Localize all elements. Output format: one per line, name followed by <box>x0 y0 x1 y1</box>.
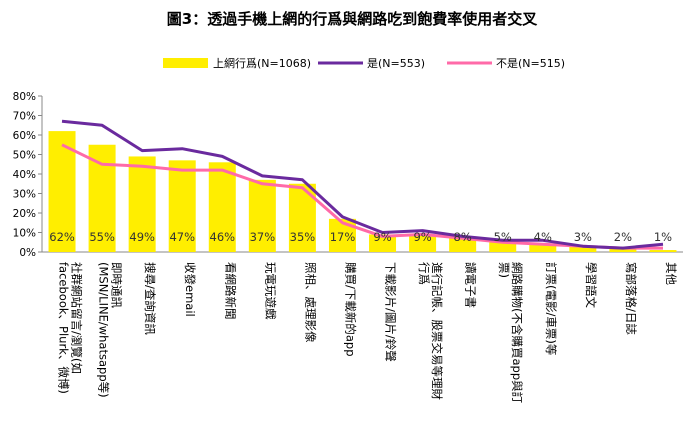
bar-value-label: 2% <box>614 230 632 244</box>
bar <box>168 160 196 252</box>
bar <box>88 144 116 252</box>
category-label: 看網路新聞 <box>223 262 237 320</box>
bar <box>48 131 76 252</box>
category-label-line: 看網路新聞 <box>223 262 237 320</box>
category-label-line: 寫部落格/日誌 <box>624 262 638 335</box>
legend-swatch-bar <box>163 58 208 68</box>
category-label-line: 進行記帳、股票交易等理財 <box>430 262 444 400</box>
category-label-line: (MSN/LINE/whatsapp等) <box>97 262 111 398</box>
bar <box>369 234 397 252</box>
category-label-line: 即時通訊 <box>110 262 124 308</box>
category-label-line: 收發email <box>183 262 197 317</box>
bar <box>649 250 677 252</box>
category-label-line: 讀電子書 <box>464 262 478 308</box>
bar-value-label: 35% <box>290 230 316 244</box>
bar-value-label: 46% <box>210 230 236 244</box>
bar-value-label: 3% <box>574 230 592 244</box>
category-label: 收發email <box>183 262 197 317</box>
category-label: 寫部落格/日誌 <box>624 262 638 335</box>
bar-value-label: 55% <box>89 230 115 244</box>
bar-value-label: 62% <box>49 230 75 244</box>
bar-value-label: 8% <box>454 230 472 244</box>
chart-title: 圖3：透過手機上網的行爲與網路吃到飽費率使用者交叉 <box>167 10 538 28</box>
category-label-line: 訂票(電影/車票)等 <box>544 262 558 355</box>
category-label-line: 玩電玩遊戲 <box>263 262 277 320</box>
bar <box>569 246 597 252</box>
legend-label-no: 不是(N=515) <box>496 57 565 70</box>
y-tick-label: 0% <box>19 247 36 259</box>
category-label: 搜尋/查詢資訊 <box>143 262 157 335</box>
category-label-line: 搜尋/查詢資訊 <box>143 262 157 335</box>
legend-label-yes: 是(N=553) <box>367 57 425 70</box>
category-label: 讀電子書 <box>464 262 478 308</box>
y-tick-label: 20% <box>13 208 36 220</box>
category-label: 照相、處理影像 <box>303 262 317 343</box>
y-tick-label: 40% <box>13 169 36 181</box>
bar-value-label: 49% <box>129 230 155 244</box>
legend: 上網行爲(N=1068) 是(N=553) 不是(N=515) <box>163 56 565 70</box>
bar <box>489 242 517 252</box>
category-label: 玩電玩遊戲 <box>263 262 277 320</box>
category-label-line: 照相、處理影像 <box>303 262 317 343</box>
bar-value-label: 9% <box>373 230 391 244</box>
y-tick-label: 30% <box>13 189 36 201</box>
category-label-line: 網路購物(不含購買app與訂 <box>510 262 524 404</box>
bars <box>48 131 677 252</box>
category-label: 購買/下載新的app <box>343 262 357 357</box>
category-label-line: 社群網站留言/瀏覽(如 <box>70 262 84 374</box>
category-label-line: facebook、Plurk、微博) <box>57 262 71 394</box>
category-label-line: 票) <box>497 262 511 278</box>
category-label: 下載影片/圖片/鈴聲 <box>384 262 398 362</box>
bar <box>208 162 236 252</box>
bar-value-label: 4% <box>534 230 552 244</box>
bar-value-label: 5% <box>494 230 512 244</box>
category-label: 學習語文 <box>584 262 598 308</box>
category-label: 訂票(電影/車票)等 <box>544 262 558 355</box>
bar-value-label: 17% <box>330 230 356 244</box>
bar <box>609 248 637 252</box>
bar <box>409 234 437 252</box>
bar <box>529 244 557 252</box>
lines <box>61 119 664 250</box>
category-label-line: 下載影片/圖片/鈴聲 <box>384 262 398 362</box>
bar-value-label: 37% <box>250 230 276 244</box>
bar <box>248 179 276 252</box>
series-line-yes <box>61 119 664 250</box>
category-label: 即時通訊(MSN/LINE/whatsapp等) <box>97 262 124 398</box>
bar-value-label: 9% <box>413 230 431 244</box>
category-label: 其他 <box>664 262 678 285</box>
y-tick-label: 50% <box>13 150 36 162</box>
y-tick-label: 80% <box>13 91 36 103</box>
bar-value-label: 1% <box>654 230 672 244</box>
y-tick-label: 60% <box>13 130 36 142</box>
bar-labels: 62% 55% 49% 47% 46% 37% 35% 17% 9% 9% 8% 5% 4% 3% 2% 1% <box>49 230 672 244</box>
category-label-line: 學習語文 <box>584 262 598 308</box>
legend-label-bar: 上網行爲(N=1068) <box>213 56 311 70</box>
y-tick-label: 10% <box>13 228 36 240</box>
category-label-line: 行爲 <box>417 262 431 285</box>
y-tick-label: 70% <box>13 111 36 123</box>
category-label-line: 其他 <box>664 262 678 285</box>
category-label-line: 購買/下載新的app <box>343 262 357 357</box>
bar <box>128 156 156 252</box>
series-line-no <box>61 143 663 250</box>
bar-value-label: 47% <box>169 230 195 244</box>
